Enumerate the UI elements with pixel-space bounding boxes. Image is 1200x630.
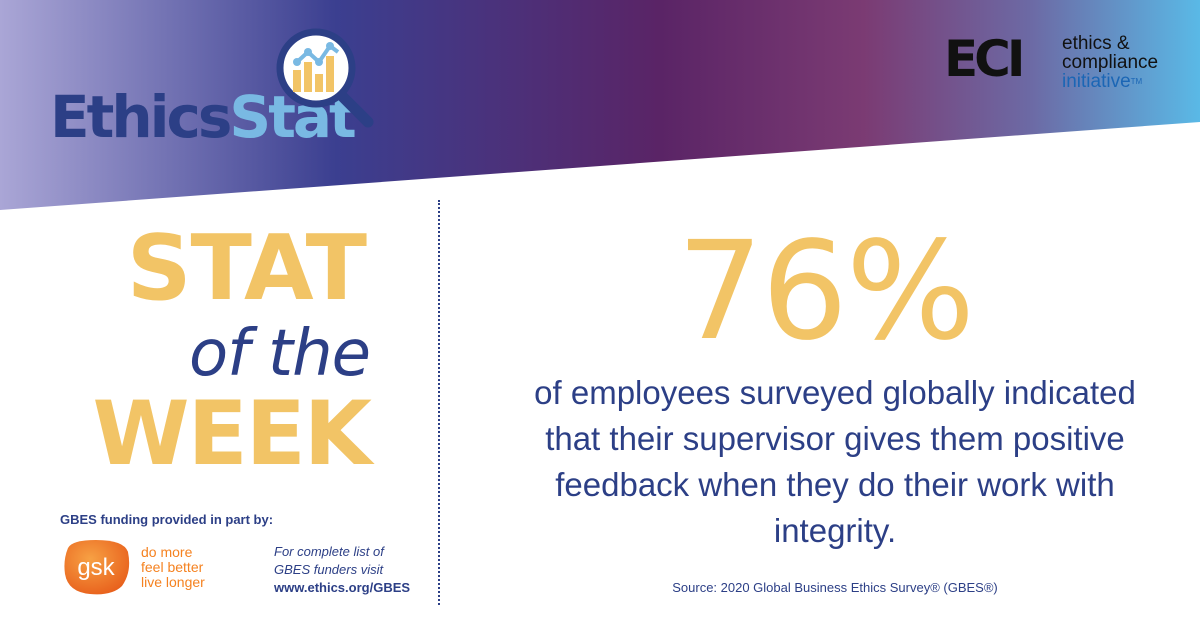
funding-heading: GBES funding provided in part by: xyxy=(60,512,274,527)
heading-week: WEEK xyxy=(92,382,372,485)
gsk-tagline-1: do more xyxy=(141,544,193,560)
funders-line-2: GBES funders visit xyxy=(274,562,384,577)
stat-of-the-week-heading: STAT of the WEEK xyxy=(60,216,372,485)
heading-stat: STAT xyxy=(126,216,367,321)
statistic-description: of employees surveyed globally indicated… xyxy=(534,374,1136,549)
heading-of-the: of the xyxy=(188,317,371,391)
magnifier-chart-icon xyxy=(276,28,374,128)
funders-line-1: For complete list of xyxy=(274,544,384,559)
gsk-logo-text: gsk xyxy=(77,554,115,581)
eci-name: ethics & compliance initiativeTM xyxy=(1062,34,1158,91)
gsk-tagline: do more feel better live longer xyxy=(141,545,205,590)
brand-word-ethics: Ethics xyxy=(50,83,232,151)
statistic-value: 76% xyxy=(676,213,975,371)
funders-note: For complete list of GBES funders visit … xyxy=(274,543,410,597)
eci-line-3-text: initiative xyxy=(1062,71,1131,92)
trademark: TM xyxy=(1130,77,1143,86)
gsk-tagline-2: feel better xyxy=(141,559,204,575)
ethicsstat-logo: EthicsStat xyxy=(50,18,380,158)
dotted-divider xyxy=(438,200,440,605)
funders-url-link[interactable]: www.ethics.org/GBES xyxy=(274,580,411,595)
gsk-tagline-3: live longer xyxy=(141,574,205,590)
eci-line-1: ethics & xyxy=(1062,33,1130,54)
source-citation: Source: 2020 Global Business Ethics Surv… xyxy=(672,580,998,595)
eci-mark: ECI xyxy=(944,30,1025,88)
eci-line-3: initiativeTM xyxy=(1062,72,1158,91)
eci-logo: ECI ethics & compliance initiativeTM xyxy=(944,34,1184,94)
gsk-logo: gsk xyxy=(64,540,130,595)
eci-line-2: compliance xyxy=(1062,52,1159,73)
